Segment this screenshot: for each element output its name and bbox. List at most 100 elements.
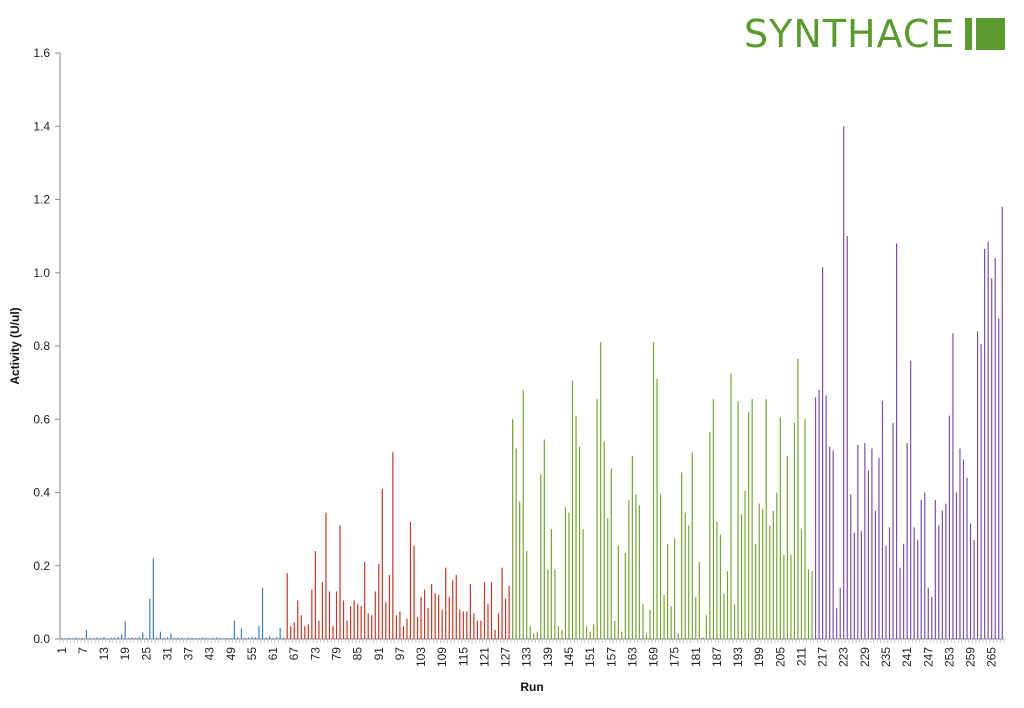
bar-run-80 xyxy=(339,525,341,639)
bar-run-36 xyxy=(184,638,186,639)
bar-run-52 xyxy=(240,628,242,639)
x-tick-label: 247 xyxy=(921,647,935,667)
bar-run-1 xyxy=(61,637,63,639)
bar-run-145 xyxy=(568,512,570,639)
bar-run-234 xyxy=(881,400,884,639)
bar-run-221 xyxy=(836,607,838,639)
x-tick-label: 37 xyxy=(182,647,196,661)
x-tick-label: 259 xyxy=(964,647,978,667)
bar-run-144 xyxy=(564,507,567,639)
bar-run-143 xyxy=(561,629,563,639)
bar-run-78 xyxy=(332,626,334,639)
x-tick-label: 151 xyxy=(583,647,597,667)
bar-run-163 xyxy=(631,455,633,640)
bar-run-53 xyxy=(244,637,246,639)
bar-run-133 xyxy=(526,551,528,639)
x-tick-label: 223 xyxy=(837,647,851,667)
x-tick-label: 205 xyxy=(773,647,787,667)
bar-run-256 xyxy=(959,448,961,639)
bar-run-11 xyxy=(96,637,98,639)
bar-run-88 xyxy=(367,613,369,639)
bar-run-49 xyxy=(230,637,232,639)
bar-run-261 xyxy=(976,331,979,639)
x-tick-label: 157 xyxy=(604,647,618,667)
x-tick-label: 109 xyxy=(435,647,449,667)
bar-run-97 xyxy=(399,611,401,639)
bar-run-125 xyxy=(497,613,500,639)
bar-run-106 xyxy=(431,584,433,639)
bar-run-166 xyxy=(642,604,644,639)
bar-run-65 xyxy=(286,573,288,639)
x-tick-label: 31 xyxy=(160,647,174,661)
bar-run-172 xyxy=(663,595,665,639)
bar-run-155 xyxy=(603,441,605,639)
bar-run-211 xyxy=(800,529,803,640)
bar-run-192 xyxy=(733,604,736,639)
bar-run-228 xyxy=(860,530,862,639)
bar-run-253 xyxy=(948,415,950,639)
bar-run-157 xyxy=(610,468,612,639)
bar-run-55 xyxy=(251,636,253,639)
bar-run-23 xyxy=(138,637,140,639)
bar-run-141 xyxy=(554,569,556,639)
bar-run-240 xyxy=(903,543,905,639)
bar-run-180 xyxy=(691,452,693,639)
y-tick-label: 1.6 xyxy=(33,46,50,60)
bar-run-74 xyxy=(318,620,320,639)
bar-run-201 xyxy=(765,399,767,639)
bar-run-152 xyxy=(593,624,595,639)
bar-run-22 xyxy=(135,637,137,639)
bar-run-31 xyxy=(166,637,169,639)
logo-bar-icon xyxy=(965,18,973,50)
bar-run-3 xyxy=(68,637,70,639)
bar-run-73 xyxy=(314,551,316,639)
bar-run-46 xyxy=(219,637,221,639)
x-axis-title: Run xyxy=(520,680,543,694)
logo-mark-icon xyxy=(965,18,1006,50)
bar-run-213 xyxy=(807,569,810,639)
bar-run-173 xyxy=(667,543,669,639)
bar-run-231 xyxy=(871,448,873,639)
bar-run-183 xyxy=(702,637,704,639)
bar-run-113 xyxy=(455,574,457,639)
bar-run-92 xyxy=(381,488,383,639)
y-axis-title: Activity (U/ul) xyxy=(8,307,22,384)
bar-run-54 xyxy=(247,637,250,639)
y-tick-label: 1.2 xyxy=(33,193,50,207)
bar-run-176 xyxy=(677,633,679,639)
bar-run-50 xyxy=(233,620,235,639)
bar-run-199 xyxy=(758,503,760,639)
bar-run-4 xyxy=(71,638,73,639)
bar-run-9 xyxy=(89,637,91,639)
bar-run-126 xyxy=(501,567,503,639)
x-tick-label: 229 xyxy=(858,647,872,667)
x-tick-label: 55 xyxy=(245,647,259,661)
bar-run-252 xyxy=(945,503,947,639)
bar-run-119 xyxy=(476,620,478,639)
bar-run-170 xyxy=(656,378,658,639)
bar-run-48 xyxy=(226,637,228,639)
x-tick-label: 43 xyxy=(203,647,217,661)
bar-run-76 xyxy=(325,512,327,639)
bar-run-18 xyxy=(121,634,123,639)
bar-run-89 xyxy=(371,615,373,639)
bar-run-20 xyxy=(128,637,130,639)
x-tick-label: 163 xyxy=(625,647,639,667)
bar-run-223 xyxy=(843,126,845,639)
bar-run-161 xyxy=(624,552,626,639)
bar-run-162 xyxy=(628,499,630,639)
bar-run-59 xyxy=(265,637,267,639)
bar-run-5 xyxy=(75,637,77,639)
bar-run-39 xyxy=(195,638,197,639)
bar-run-190 xyxy=(726,571,729,639)
bar-run-91 xyxy=(378,563,380,639)
bar-run-42 xyxy=(205,637,207,639)
bar-run-156 xyxy=(607,518,609,639)
bar-run-87 xyxy=(364,562,366,639)
bar-run-257 xyxy=(962,459,965,639)
bar-run-15 xyxy=(110,637,112,639)
x-tick-label: 73 xyxy=(308,647,322,661)
bar-run-267 xyxy=(998,318,1000,639)
bar-run-117 xyxy=(469,584,471,639)
